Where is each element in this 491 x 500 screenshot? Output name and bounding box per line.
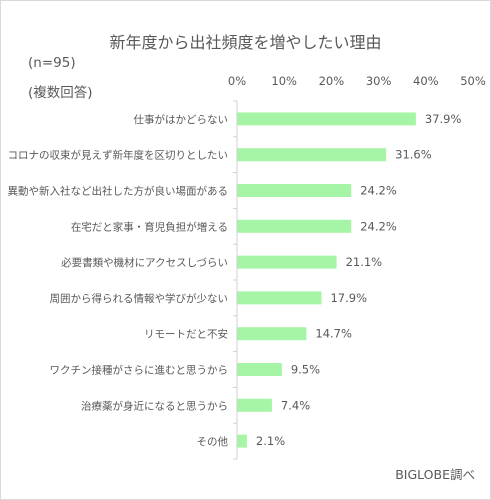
data-label: 31.6% bbox=[395, 148, 432, 162]
multiple-answer-note: (複数回答) bbox=[28, 85, 93, 101]
bar bbox=[237, 363, 282, 376]
bar bbox=[237, 112, 416, 126]
sample-size-note: (n=95) bbox=[28, 55, 76, 71]
x-tick-label: 40% bbox=[413, 74, 439, 88]
x-tick-label: 30% bbox=[366, 74, 392, 88]
x-tick-label: 50% bbox=[460, 74, 486, 88]
data-label: 9.5% bbox=[291, 363, 320, 377]
category-label: その他 bbox=[197, 435, 229, 448]
data-label: 37.9% bbox=[425, 112, 462, 126]
data-label: 14.7% bbox=[315, 327, 352, 341]
bar bbox=[237, 398, 272, 412]
data-label: 7.4% bbox=[281, 398, 310, 412]
data-label: 24.2% bbox=[360, 184, 397, 198]
bar bbox=[237, 291, 322, 305]
category-label: 仕事がはかどらない bbox=[134, 113, 229, 126]
category-label: 治療薬が身近になると思うから bbox=[81, 399, 228, 412]
bar bbox=[237, 184, 352, 197]
x-tick-label: 20% bbox=[319, 74, 345, 88]
data-label: 21.1% bbox=[346, 255, 383, 269]
bar bbox=[237, 327, 307, 341]
category-label: リモートだと不安 bbox=[144, 328, 228, 341]
data-label: 17.9% bbox=[330, 291, 367, 305]
category-label: 異動や新入社など出社した方が良い場面がある bbox=[8, 185, 229, 198]
category-label: コロナの収束が見えず新年度を区切りとしたい bbox=[8, 149, 229, 162]
x-tick-label: 0% bbox=[228, 74, 246, 88]
x-tick-label: 10% bbox=[271, 74, 297, 88]
bar bbox=[237, 255, 337, 269]
bar bbox=[237, 219, 352, 233]
category-label: 周囲から得られる情報や学びが少ない bbox=[50, 292, 229, 305]
bar bbox=[237, 434, 247, 448]
data-label: 2.1% bbox=[256, 434, 285, 448]
source-credit: BIGLOBE調べ bbox=[395, 467, 475, 482]
category-label: 在宅だと家事・育児負担が増える bbox=[71, 220, 228, 233]
chart-title: 新年度から出社頻度を増やしたい理由 bbox=[109, 33, 382, 52]
category-label: 必要書類や機材にアクセスしづらい bbox=[61, 256, 228, 269]
bar bbox=[237, 148, 387, 162]
data-label: 24.2% bbox=[360, 219, 397, 233]
category-label: ワクチン接種がさらに進むと思うから bbox=[50, 364, 229, 377]
